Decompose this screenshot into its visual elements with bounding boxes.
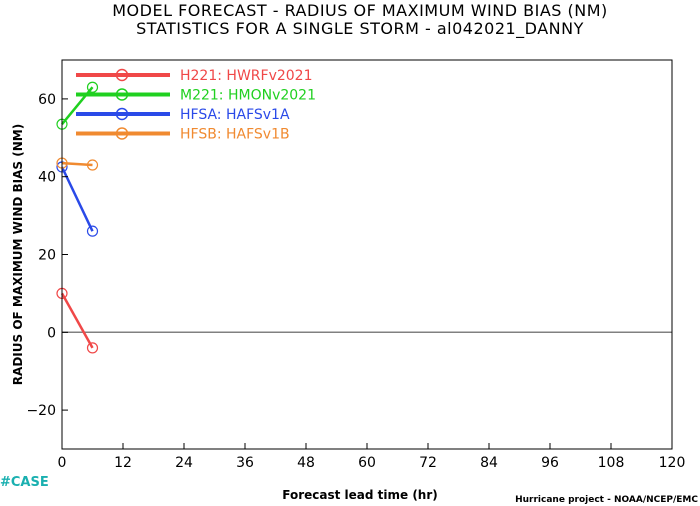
y-tick-label: 40 (38, 170, 56, 186)
x-axis-label: Forecast lead time (hr) (282, 488, 438, 502)
series-1 (56, 287, 99, 354)
chart-title: MODEL FORECAST - RADIUS OF MAXIMUM WIND … (112, 1, 608, 20)
plot-area (61, 59, 673, 450)
data-point (86, 81, 99, 93)
series-line (60, 166, 94, 232)
data-point (86, 342, 99, 354)
series-4 (56, 157, 99, 171)
legend-marker (115, 127, 129, 140)
data-point (86, 159, 99, 171)
chart-subtitle: STATISTICS FOR A SINGLE STORM - al042021… (136, 19, 584, 39)
data-point (86, 225, 99, 237)
x-tick-label: 60 (358, 455, 376, 471)
x-tick-label: 24 (175, 455, 193, 471)
x-tick-label: 84 (480, 455, 498, 471)
legend-marker (115, 68, 129, 82)
series-2 (56, 81, 99, 130)
legend-label: HFSA: HAFSv1A (180, 107, 290, 123)
legend-entry: M221: HMONv2021 (76, 88, 316, 104)
x-tick-label: 0 (58, 455, 67, 471)
legend-label: HFSB: HAFSv1B (180, 127, 290, 143)
x-tick-label: 12 (114, 455, 132, 471)
credit-text: Hurricane project - NOAA/NCEP/EMC (515, 495, 698, 505)
x-tick-label: 120 (659, 455, 686, 471)
y-tick-label: 0 (47, 325, 56, 341)
x-tick-label: 108 (598, 455, 625, 471)
x-tick-label: 72 (419, 455, 437, 471)
legend-marker (115, 88, 129, 101)
y-axis-label: RADIUS OF MAXIMUM WIND BIAS (NM) (11, 124, 25, 385)
legend-marker (115, 107, 129, 121)
legend-label: H221: HWRFv2021 (180, 68, 312, 84)
legend-entry: H221: HWRFv2021 (76, 68, 312, 84)
x-tick-label: 48 (297, 455, 315, 471)
case-tag: #CASE (0, 475, 49, 490)
series-line (60, 292, 94, 349)
legend-label: M221: HMONv2021 (180, 88, 316, 104)
x-tick-label: 96 (541, 455, 559, 471)
y-tick-label: 20 (38, 248, 56, 264)
y-tick-label: −20 (26, 403, 56, 419)
legend-entry: HFSB: HAFSv1B (76, 127, 290, 143)
x-tick-label: 36 (236, 455, 254, 471)
series-3 (56, 161, 99, 237)
y-tick-label: 60 (38, 92, 56, 108)
legend-entry: HFSA: HAFSv1A (76, 107, 290, 123)
